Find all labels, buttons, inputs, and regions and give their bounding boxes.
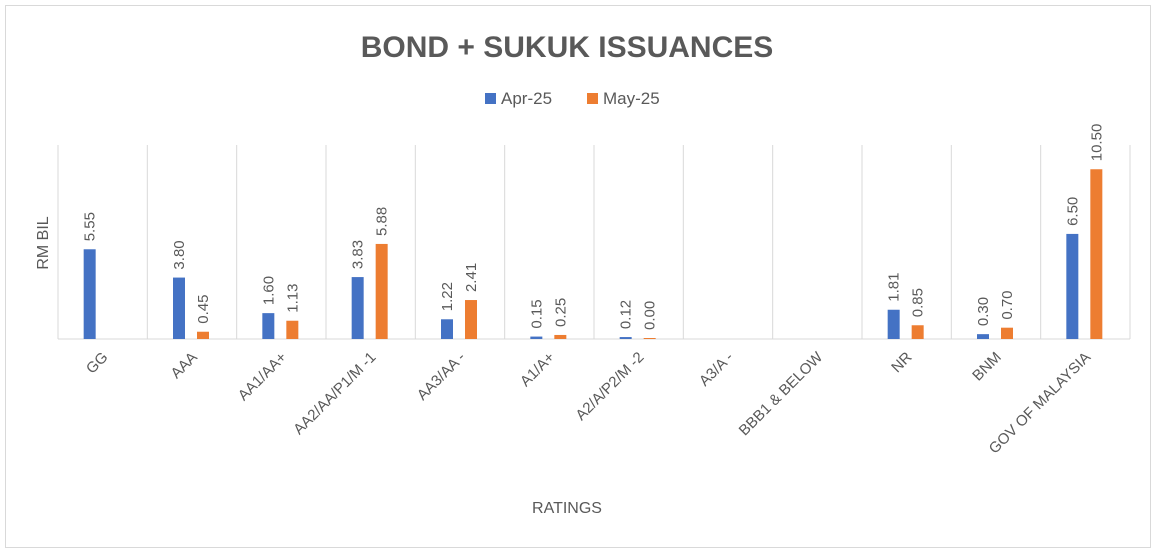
- bar-0-10: [977, 334, 989, 339]
- value-label-1-10: 0.70: [999, 290, 1016, 319]
- value-labels: 5.55 3.80 0.45 1.60 1.13 3.83 5.88 1.22 2.41 0.15…: [82, 124, 1106, 330]
- value-label-0-5: 0.15: [528, 299, 545, 328]
- bar-0-4: [441, 319, 453, 339]
- value-label-0-9: 1.81: [886, 273, 903, 302]
- value-label-1-2: 1.13: [284, 284, 301, 313]
- bar-1-9: [911, 325, 924, 339]
- gridlines: [57, 145, 1131, 340]
- value-label-1-1: 0.45: [195, 295, 212, 324]
- bar-1-4: [465, 300, 477, 339]
- bar-0-2: [262, 313, 275, 339]
- bar-1-6: [643, 338, 656, 339]
- bar-0-0: [83, 249, 96, 339]
- legend-swatch-0: [485, 93, 496, 104]
- legend-label-1: May-25: [603, 89, 660, 108]
- chart-title: BOND + SUKUK ISSUANCES: [361, 31, 774, 64]
- value-label-1-11: 10.50: [1088, 124, 1105, 162]
- bar-0-6: [619, 337, 632, 339]
- value-label-0-6: 0.12: [618, 300, 635, 329]
- bar-0-3: [351, 277, 364, 339]
- category-label-10: BNM: [969, 349, 1005, 385]
- value-label-1-9: 0.85: [910, 288, 927, 317]
- value-label-0-10: 0.30: [975, 297, 992, 326]
- category-label-11: GOV OF MALAYSIA: [986, 349, 1094, 457]
- value-label-1-6: 0.00: [642, 301, 659, 330]
- value-label-0-0: 5.55: [82, 212, 99, 241]
- bar-0-1: [173, 277, 185, 339]
- chart-frame: [5, 5, 1151, 548]
- value-label-0-3: 3.83: [350, 240, 367, 269]
- chart-legend: Apr-25 May-25: [485, 89, 660, 108]
- value-label-0-2: 1.60: [260, 276, 277, 305]
- category-label-4: AA3/AA -: [414, 349, 469, 404]
- bar-1-3: [375, 243, 388, 339]
- category-label-3: AA2/AA/P1/M -1: [290, 349, 379, 438]
- bar-1-5: [554, 334, 567, 339]
- category-label-5: A1/A+: [517, 349, 558, 390]
- bars: [83, 169, 1103, 339]
- bar-0-9: [887, 309, 900, 339]
- category-label-1: AAA: [168, 349, 201, 382]
- value-label-1-5: 0.25: [552, 298, 569, 327]
- legend-label-0: Apr-25: [501, 89, 552, 108]
- value-label-1-3: 5.88: [374, 207, 391, 236]
- bar-1-11: [1090, 169, 1103, 339]
- category-label-6: A2/A/P2/M -2: [572, 349, 647, 424]
- y-axis-label: RM BIL: [35, 216, 52, 269]
- bar-1-1: [197, 331, 209, 339]
- category-label-8: BBB1 & BELOW: [736, 348, 827, 439]
- bar-0-11: [1066, 233, 1079, 339]
- category-label-7: A3/A -: [696, 349, 737, 390]
- bar-1-2: [286, 320, 299, 339]
- x-axis-label: RATINGS: [532, 500, 602, 517]
- value-label-1-4: 2.41: [463, 263, 480, 292]
- value-label-0-4: 1.22: [439, 282, 456, 311]
- category-label-2: AA1/AA+: [235, 349, 291, 405]
- bar-0-5: [530, 336, 543, 339]
- category-label-0: GG: [83, 349, 112, 378]
- value-label-0-11: 6.50: [1064, 197, 1081, 226]
- category-labels: GG AAA AA1/AA+ AA2/AA/P1/M -1 AA3/AA - A1/A+ A…: [83, 348, 1094, 457]
- value-label-0-1: 3.80: [171, 240, 188, 269]
- bar-1-10: [1001, 327, 1013, 339]
- category-label-9: NR: [888, 349, 915, 376]
- legend-swatch-1: [587, 93, 598, 104]
